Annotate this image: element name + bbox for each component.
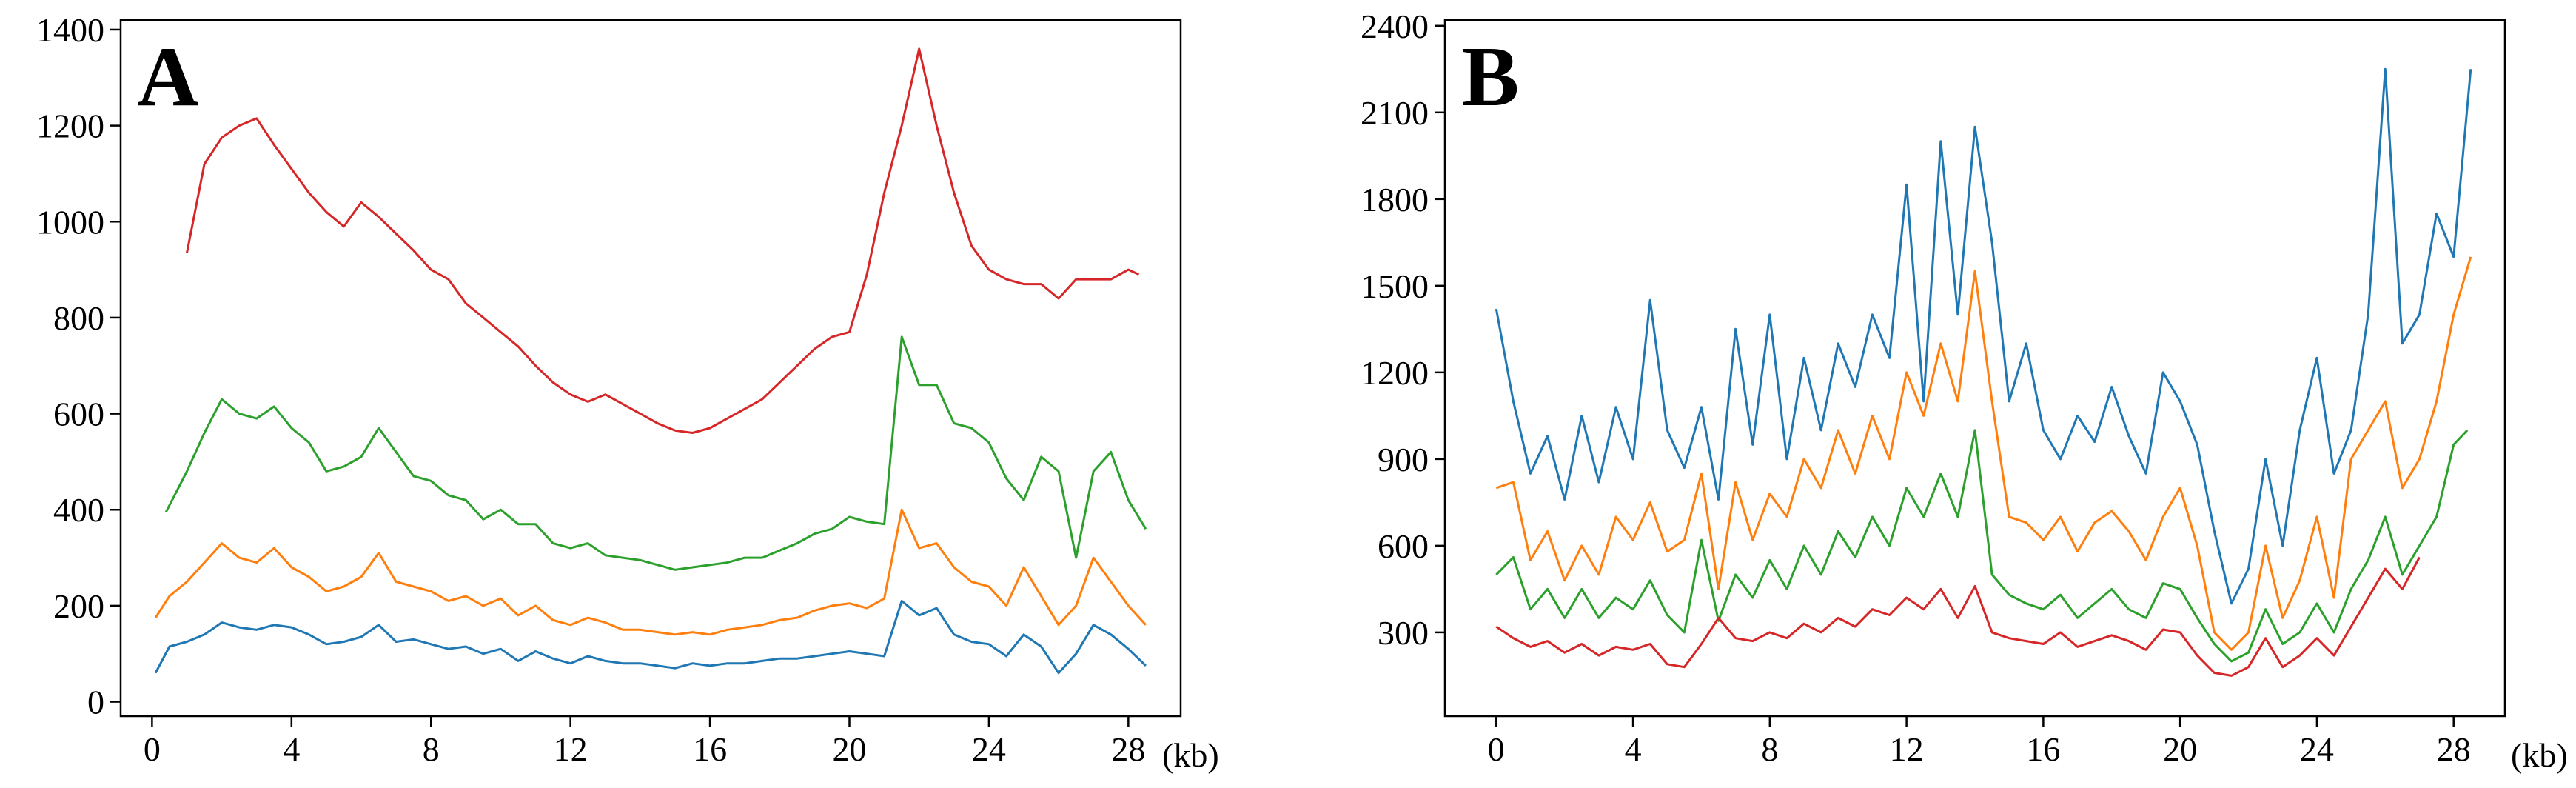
panel-a-ytick-label: 400 — [53, 491, 104, 529]
panel-a-ytick-label: 1000 — [36, 203, 104, 241]
panel-a-xtick-label: 12 — [554, 730, 588, 768]
panel-b-xtick-label: 0 — [1488, 730, 1505, 768]
panel-b-ytick-label: 2100 — [1361, 94, 1429, 132]
panel-b-xtick-label: 28 — [2437, 730, 2471, 768]
panel-a-series-green-line — [164, 335, 1147, 571]
panel-b-xtick-label: 8 — [1761, 730, 1778, 768]
panel-b-series-blue-line — [1495, 67, 2472, 605]
panel-b-xaxis-unit-label: (kb) — [2511, 736, 2568, 774]
panel-b-xtick-label: 20 — [2163, 730, 2197, 768]
panel-a-ytick-label: 1400 — [36, 11, 104, 49]
panel-b-xtick-label: 24 — [2300, 730, 2334, 768]
panel-b-series-orange-line — [1495, 256, 2472, 651]
panel-b-series-green-line — [1495, 429, 2469, 663]
panel-a-ytick-label: 0 — [87, 684, 104, 721]
panel-b-xtick-label: 12 — [1890, 730, 1924, 768]
panel-b-ytick-label: 600 — [1378, 527, 1429, 565]
panel-a-xtick-label: 8 — [423, 730, 440, 768]
panel-a-xtick-label: 20 — [833, 730, 867, 768]
panel-a-ytick-label: 600 — [53, 395, 104, 433]
panel-a-xaxis-unit-label: (kb) — [1162, 736, 1219, 774]
panel-a-series-blue-line — [154, 599, 1147, 675]
panel-a: 0 4 8 12 16 20 24 28 0 200 400 600 800 1000 1200 1400 A (… — [36, 11, 1219, 774]
panel-b-xtick-label: 16 — [2026, 730, 2060, 768]
panel-b-ytick-label: 900 — [1378, 441, 1429, 478]
panel-a-xtick-label: 24 — [972, 730, 1006, 768]
panel-a-xtick-label: 0 — [144, 730, 161, 768]
panel-b-series-red-line — [1495, 556, 2421, 677]
panel-a-letter: A — [137, 30, 199, 124]
panel-b: 0 4 8 12 16 20 24 28 300 600 900 1200 1500 1800 2100 24… — [1361, 7, 2568, 774]
panel-b-ytick-label: 300 — [1378, 614, 1429, 652]
panel-b-ytick-label: 1500 — [1361, 267, 1429, 305]
panel-a-xtick-label: 16 — [693, 730, 727, 768]
panel-b-ytick-label: 1800 — [1361, 181, 1429, 218]
panel-a-xtick-label: 28 — [1111, 730, 1145, 768]
panel-a-series-red-line — [186, 47, 1140, 434]
panel-b-xtick-label: 4 — [1625, 730, 1642, 768]
panel-a-xtick-label: 4 — [283, 730, 300, 768]
panel-a-ytick-label: 800 — [53, 299, 104, 337]
panel-a-series-orange-line — [154, 508, 1147, 636]
panel-b-axes-frame — [1443, 19, 2506, 718]
panel-a-axes-frame — [119, 19, 1182, 718]
panel-b-ytick-label: 2400 — [1361, 7, 1429, 45]
panel-b-ytick-label: 1200 — [1361, 354, 1429, 392]
panel-a-ytick-label: 200 — [53, 587, 104, 625]
panel-a-ytick-label: 1200 — [36, 107, 104, 145]
panel-b-letter: B — [1462, 30, 1519, 124]
